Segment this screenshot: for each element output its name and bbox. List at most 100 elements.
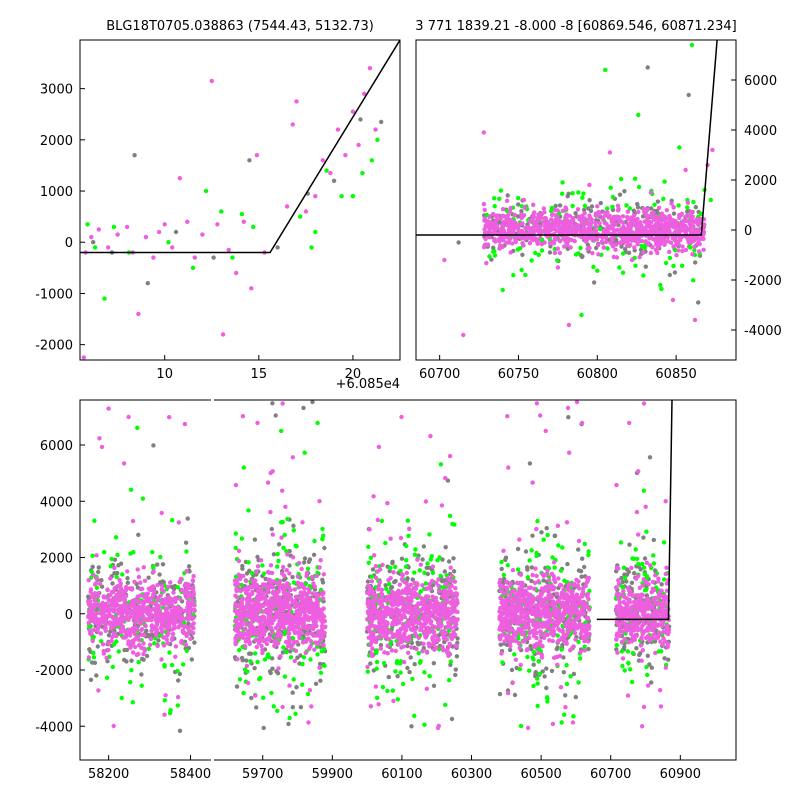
data-point-pink — [394, 606, 399, 611]
data-point-green — [300, 682, 305, 687]
data-point-pink — [303, 600, 308, 605]
data-point-gray — [368, 661, 373, 666]
data-point-pink — [396, 632, 401, 637]
data-point-gray — [136, 532, 141, 537]
data-point-green — [422, 722, 427, 727]
data-point-pink — [178, 576, 184, 582]
data-point-pink — [620, 220, 626, 225]
data-point-pink — [254, 615, 260, 620]
data-point-pink — [283, 605, 288, 610]
data-point-pink — [526, 226, 532, 231]
data-point-pink — [171, 590, 176, 595]
data-point-gray — [254, 705, 259, 710]
data-point-gray — [125, 580, 130, 585]
data-point-pink — [362, 91, 367, 97]
data-point-pink — [375, 635, 381, 640]
data-point-pink — [251, 630, 256, 635]
data-point-green — [384, 586, 389, 591]
data-point-pink — [111, 723, 116, 729]
data-point-green — [541, 537, 546, 542]
data-point-pink — [166, 584, 171, 589]
data-point-pink — [93, 581, 99, 586]
data-point-pink — [373, 127, 378, 132]
data-point-pink — [97, 602, 102, 607]
data-point-green — [136, 660, 141, 665]
data-point-pink — [583, 583, 588, 589]
data-point-pink — [255, 564, 261, 569]
data-point-pink — [254, 153, 260, 158]
data-point-pink — [436, 577, 441, 582]
data-point-pink — [182, 421, 188, 427]
data-point-gray — [499, 566, 504, 572]
data-point-pink — [268, 582, 274, 587]
data-point-pink — [186, 591, 192, 596]
data-point-pink — [277, 585, 282, 590]
data-point-pink — [97, 581, 103, 587]
data-point-pink — [423, 620, 429, 626]
data-point-pink — [133, 644, 138, 650]
data-point-green — [677, 145, 682, 150]
data-point-pink — [445, 596, 450, 602]
data-point-gray — [91, 240, 96, 245]
data-point-pink — [266, 610, 271, 616]
data-point-pink — [188, 629, 193, 634]
data-point-pink — [426, 605, 432, 611]
data-point-pink — [445, 592, 450, 598]
data-point-pink — [385, 597, 390, 602]
data-point-gray — [160, 562, 166, 567]
data-point-gray — [141, 657, 146, 662]
data-point-green — [537, 671, 543, 676]
data-point-gray — [576, 547, 581, 552]
data-point-pink — [95, 594, 101, 599]
data-point-pink — [276, 640, 281, 646]
data-point-pink — [582, 226, 587, 231]
data-point-pink — [391, 591, 396, 597]
data-point-pink — [234, 588, 239, 593]
data-point-pink — [128, 601, 134, 606]
data-point-pink — [431, 641, 436, 647]
data-point-pink — [377, 580, 382, 585]
data-point-pink — [87, 628, 93, 633]
data-point-pink — [436, 583, 441, 588]
data-point-pink — [121, 619, 126, 624]
data-point-pink — [625, 216, 631, 222]
data-point-pink — [136, 651, 141, 657]
data-point-pink — [564, 226, 569, 231]
data-point-pink — [611, 254, 616, 260]
data-point-green — [564, 663, 569, 668]
data-point-gray — [424, 565, 429, 570]
data-point-pink — [168, 618, 173, 623]
data-point-pink — [407, 526, 412, 531]
data-point-green — [603, 67, 608, 73]
data-point-pink — [601, 245, 607, 250]
data-point-gray — [617, 192, 623, 197]
data-point-gray — [386, 674, 391, 680]
data-point-pink — [429, 619, 434, 624]
data-point-pink — [289, 646, 294, 651]
data-point-pink — [402, 627, 408, 632]
data-point-pink — [603, 239, 609, 245]
data-point-pink — [272, 603, 278, 608]
data-point-pink — [390, 598, 396, 603]
data-point-pink — [481, 130, 486, 135]
data-point-pink — [287, 631, 292, 636]
data-point-pink — [685, 237, 691, 242]
data-point-pink — [629, 238, 635, 243]
data-point-pink — [104, 601, 109, 606]
data-point-pink — [399, 616, 404, 622]
data-point-gray — [589, 204, 595, 209]
data-point-pink — [234, 628, 239, 633]
data-point-gray — [410, 577, 415, 582]
data-point-green — [404, 564, 409, 569]
data-point-pink — [658, 217, 663, 222]
data-point-pink — [679, 211, 685, 217]
data-point-pink — [671, 204, 676, 210]
data-point-pink — [293, 630, 299, 635]
data-point-green — [120, 572, 125, 577]
data-point-green — [618, 176, 624, 182]
data-point-gray — [586, 646, 591, 652]
data-point-pink — [313, 194, 318, 199]
x-tick-label: 60850 — [655, 367, 696, 382]
data-point-pink — [397, 608, 403, 614]
data-point-pink — [103, 628, 109, 633]
